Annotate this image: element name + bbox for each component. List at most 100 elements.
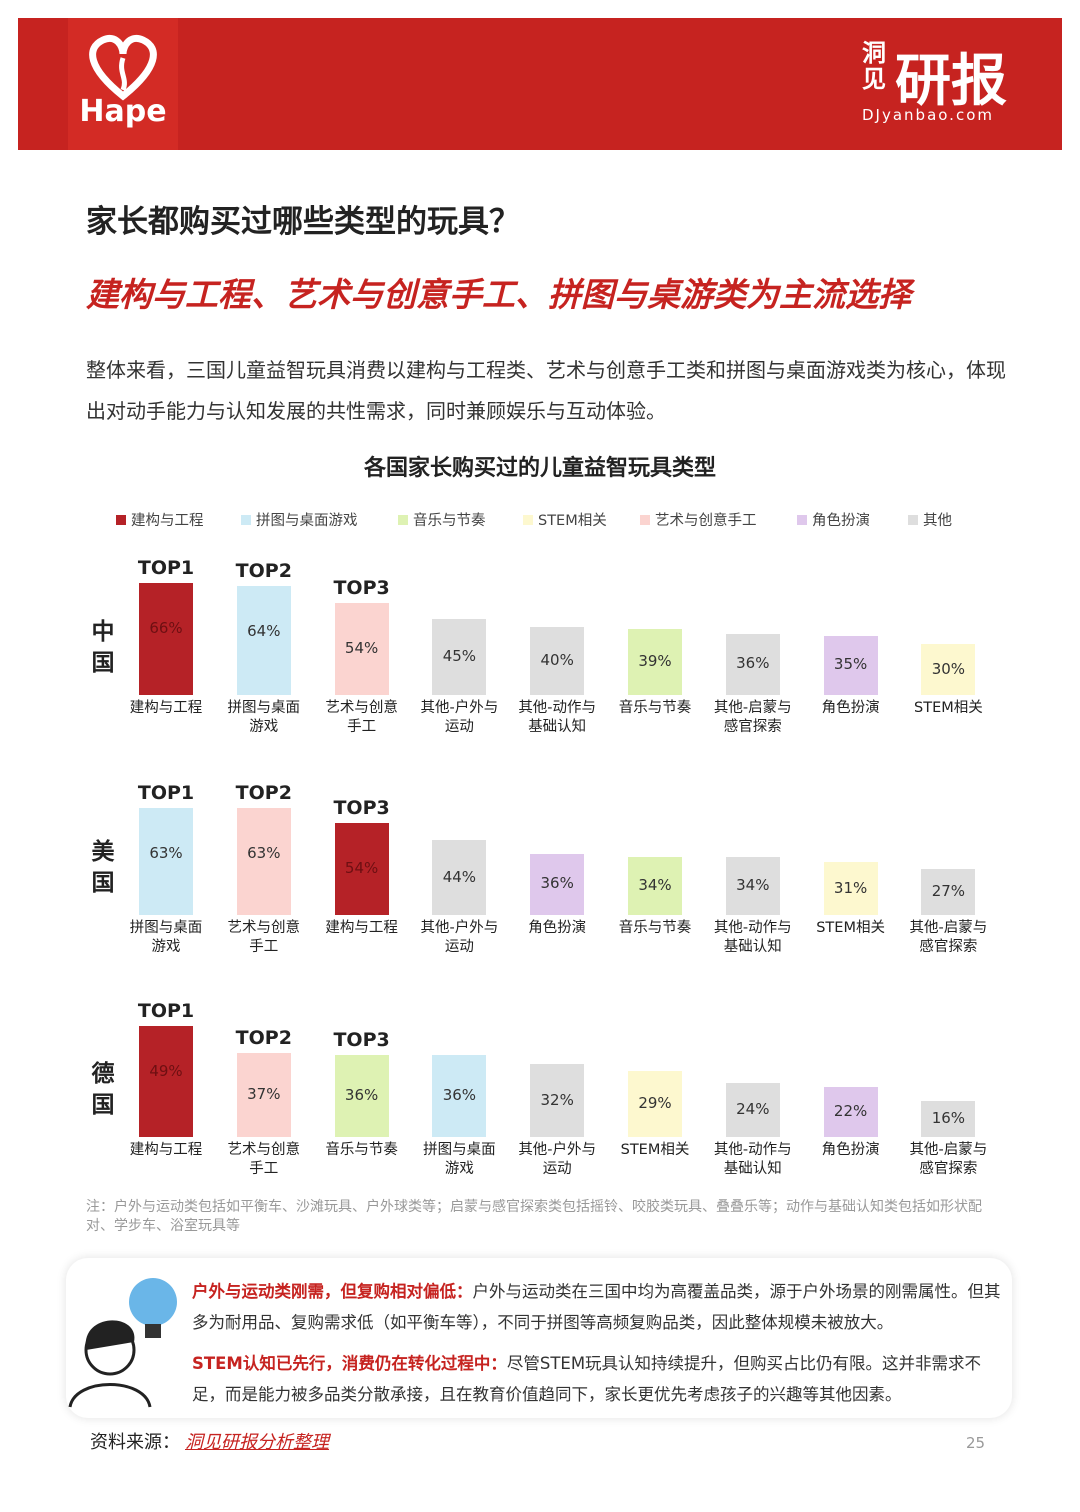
bar (921, 869, 976, 915)
bar (432, 618, 487, 695)
value-label: 54% (344, 859, 379, 878)
legend-label: 建构与工程 (131, 513, 204, 529)
value-label: 36% (442, 1086, 477, 1105)
legend-item: 艺术与创意手工 (640, 509, 757, 530)
value-label: 44% (442, 867, 477, 886)
bar (139, 1025, 193, 1137)
bar (139, 582, 193, 695)
bar (530, 627, 585, 695)
rank-label: TOP2 (235, 781, 292, 804)
bar (823, 635, 878, 695)
legend-label: 音乐与节奏 (413, 513, 486, 529)
value-label: 35% (833, 655, 868, 674)
category-label: STEM相关 (620, 1142, 690, 1158)
value-label: 30% (931, 659, 966, 678)
header-band (18, 18, 1062, 150)
rank-label: TOP3 (333, 577, 390, 600)
value-label: 16% (931, 1108, 966, 1127)
logo-heart (89, 35, 157, 101)
category-label: 其他-户外与 运动 (420, 700, 499, 735)
bar (725, 1082, 780, 1137)
category-label: 角色扮演 (528, 920, 587, 936)
legend-item: 角色扮演 (797, 509, 870, 530)
bar (921, 644, 976, 695)
bar (823, 862, 878, 915)
category-label: 角色扮演 (821, 1142, 880, 1158)
category-label: 其他-启蒙与 感官探索 (909, 1142, 988, 1177)
legend-item: 其他 (908, 509, 952, 530)
value-label: 63% (247, 843, 281, 862)
category-label: 建构与工程 (325, 920, 398, 936)
country-label: 美国 (91, 839, 115, 896)
bar (236, 586, 291, 695)
legend-swatch (640, 515, 650, 525)
value-label: 39% (638, 651, 672, 670)
page-number: 25 (966, 1434, 986, 1452)
callout-lead: 户外与运动类刚需，但复购相对偏低： (192, 1282, 473, 1301)
callout: 户外与运动类刚需，但复购相对偏低：户外与运动类在三国中均为高覆盖品类，源于户外场… (192, 1276, 1012, 1410)
rank-label: TOP1 (137, 556, 195, 579)
legend-swatch (523, 515, 533, 525)
bar (628, 1071, 682, 1137)
brand-site: DJyanbao.com (862, 106, 994, 124)
intro: 整体来看，三国儿童益智玩具消费以建构与工程类、艺术与创意手工类和拼图与桌面游戏类… (86, 358, 1006, 423)
category-label: 其他-动作与 基础认知 (518, 700, 597, 735)
legend-swatch (116, 515, 126, 525)
bar (530, 1064, 585, 1137)
bar (334, 823, 389, 915)
legend-item: 音乐与节奏 (398, 509, 486, 530)
legend-swatch (797, 515, 807, 525)
value-label: 27% (931, 882, 966, 901)
bar (334, 603, 389, 695)
legend-swatch (241, 515, 251, 525)
source: 洞见研报分析整理 (185, 1432, 329, 1453)
country-label: 德国 (91, 1061, 115, 1118)
subtitle: 建构与工程、艺术与创意手工、拼图与桌游类为主流选择 (86, 275, 911, 314)
callout-paragraph: STEM认知已先行，消费仍在转化过程中：尽管STEM玩具认知持续提升，但购买占比… (192, 1348, 1012, 1410)
value-label: 29% (638, 1094, 672, 1113)
value-label: 49% (149, 1061, 183, 1080)
legend-label: 角色扮演 (812, 513, 870, 529)
bar (725, 857, 780, 915)
bar (334, 1055, 389, 1137)
callout-paragraph: 户外与运动类刚需，但复购相对偏低：户外与运动类在三国中均为高覆盖品类，源于户外场… (192, 1276, 1012, 1338)
value-label: 37% (247, 1085, 281, 1104)
category-label: 拼图与桌面 游戏 (129, 920, 203, 955)
category-label: 拼图与桌面 游戏 (423, 1142, 496, 1177)
category-label: STEM相关 (816, 920, 885, 936)
bar (628, 857, 682, 915)
brand: 研报 (895, 49, 1007, 114)
logo-block: Hape (68, 18, 178, 150)
rank-label: TOP1 (137, 781, 195, 804)
source-label: 资料来源： (90, 1432, 180, 1453)
category-label: 拼图与桌面 游戏 (227, 700, 301, 735)
brand-small: 洞见 (862, 39, 886, 93)
value-label: 45% (442, 646, 477, 665)
category-label: 其他-动作与 基础认知 (713, 1142, 792, 1177)
logo-text: Hape (79, 94, 167, 129)
value-label: 40% (540, 651, 574, 669)
category-label: 其他-户外与 运动 (518, 1142, 597, 1177)
rank-label: TOP3 (333, 1029, 390, 1052)
country-label: 中国 (91, 619, 115, 676)
value-label: 34% (736, 876, 770, 895)
bar (530, 853, 585, 915)
legend-label: 其他 (923, 513, 952, 529)
legend-label: STEM相关 (538, 513, 607, 529)
category-label: 音乐与节奏 (618, 920, 692, 936)
value-label: 36% (344, 1086, 379, 1105)
value-label: 32% (540, 1090, 574, 1109)
category-label: 角色扮演 (821, 700, 880, 716)
legend-swatch (398, 515, 408, 525)
callout-text: 尽管STEM玩具认知持续提升，但购买占比仍有限。这并非需求不足，而是能力被多品类… (192, 1354, 982, 1404)
legend-item: STEM相关 (523, 509, 607, 530)
value-label: 66% (149, 618, 183, 637)
page-title: 家长都购买过哪些类型的玩具？ (86, 204, 520, 240)
rank-label: TOP3 (333, 797, 390, 820)
rank-label: TOP1 (137, 999, 195, 1022)
bar (921, 1100, 976, 1137)
value-label: 63% (149, 843, 183, 862)
rank-label: TOP2 (235, 560, 292, 583)
value-label: 64% (247, 622, 281, 641)
